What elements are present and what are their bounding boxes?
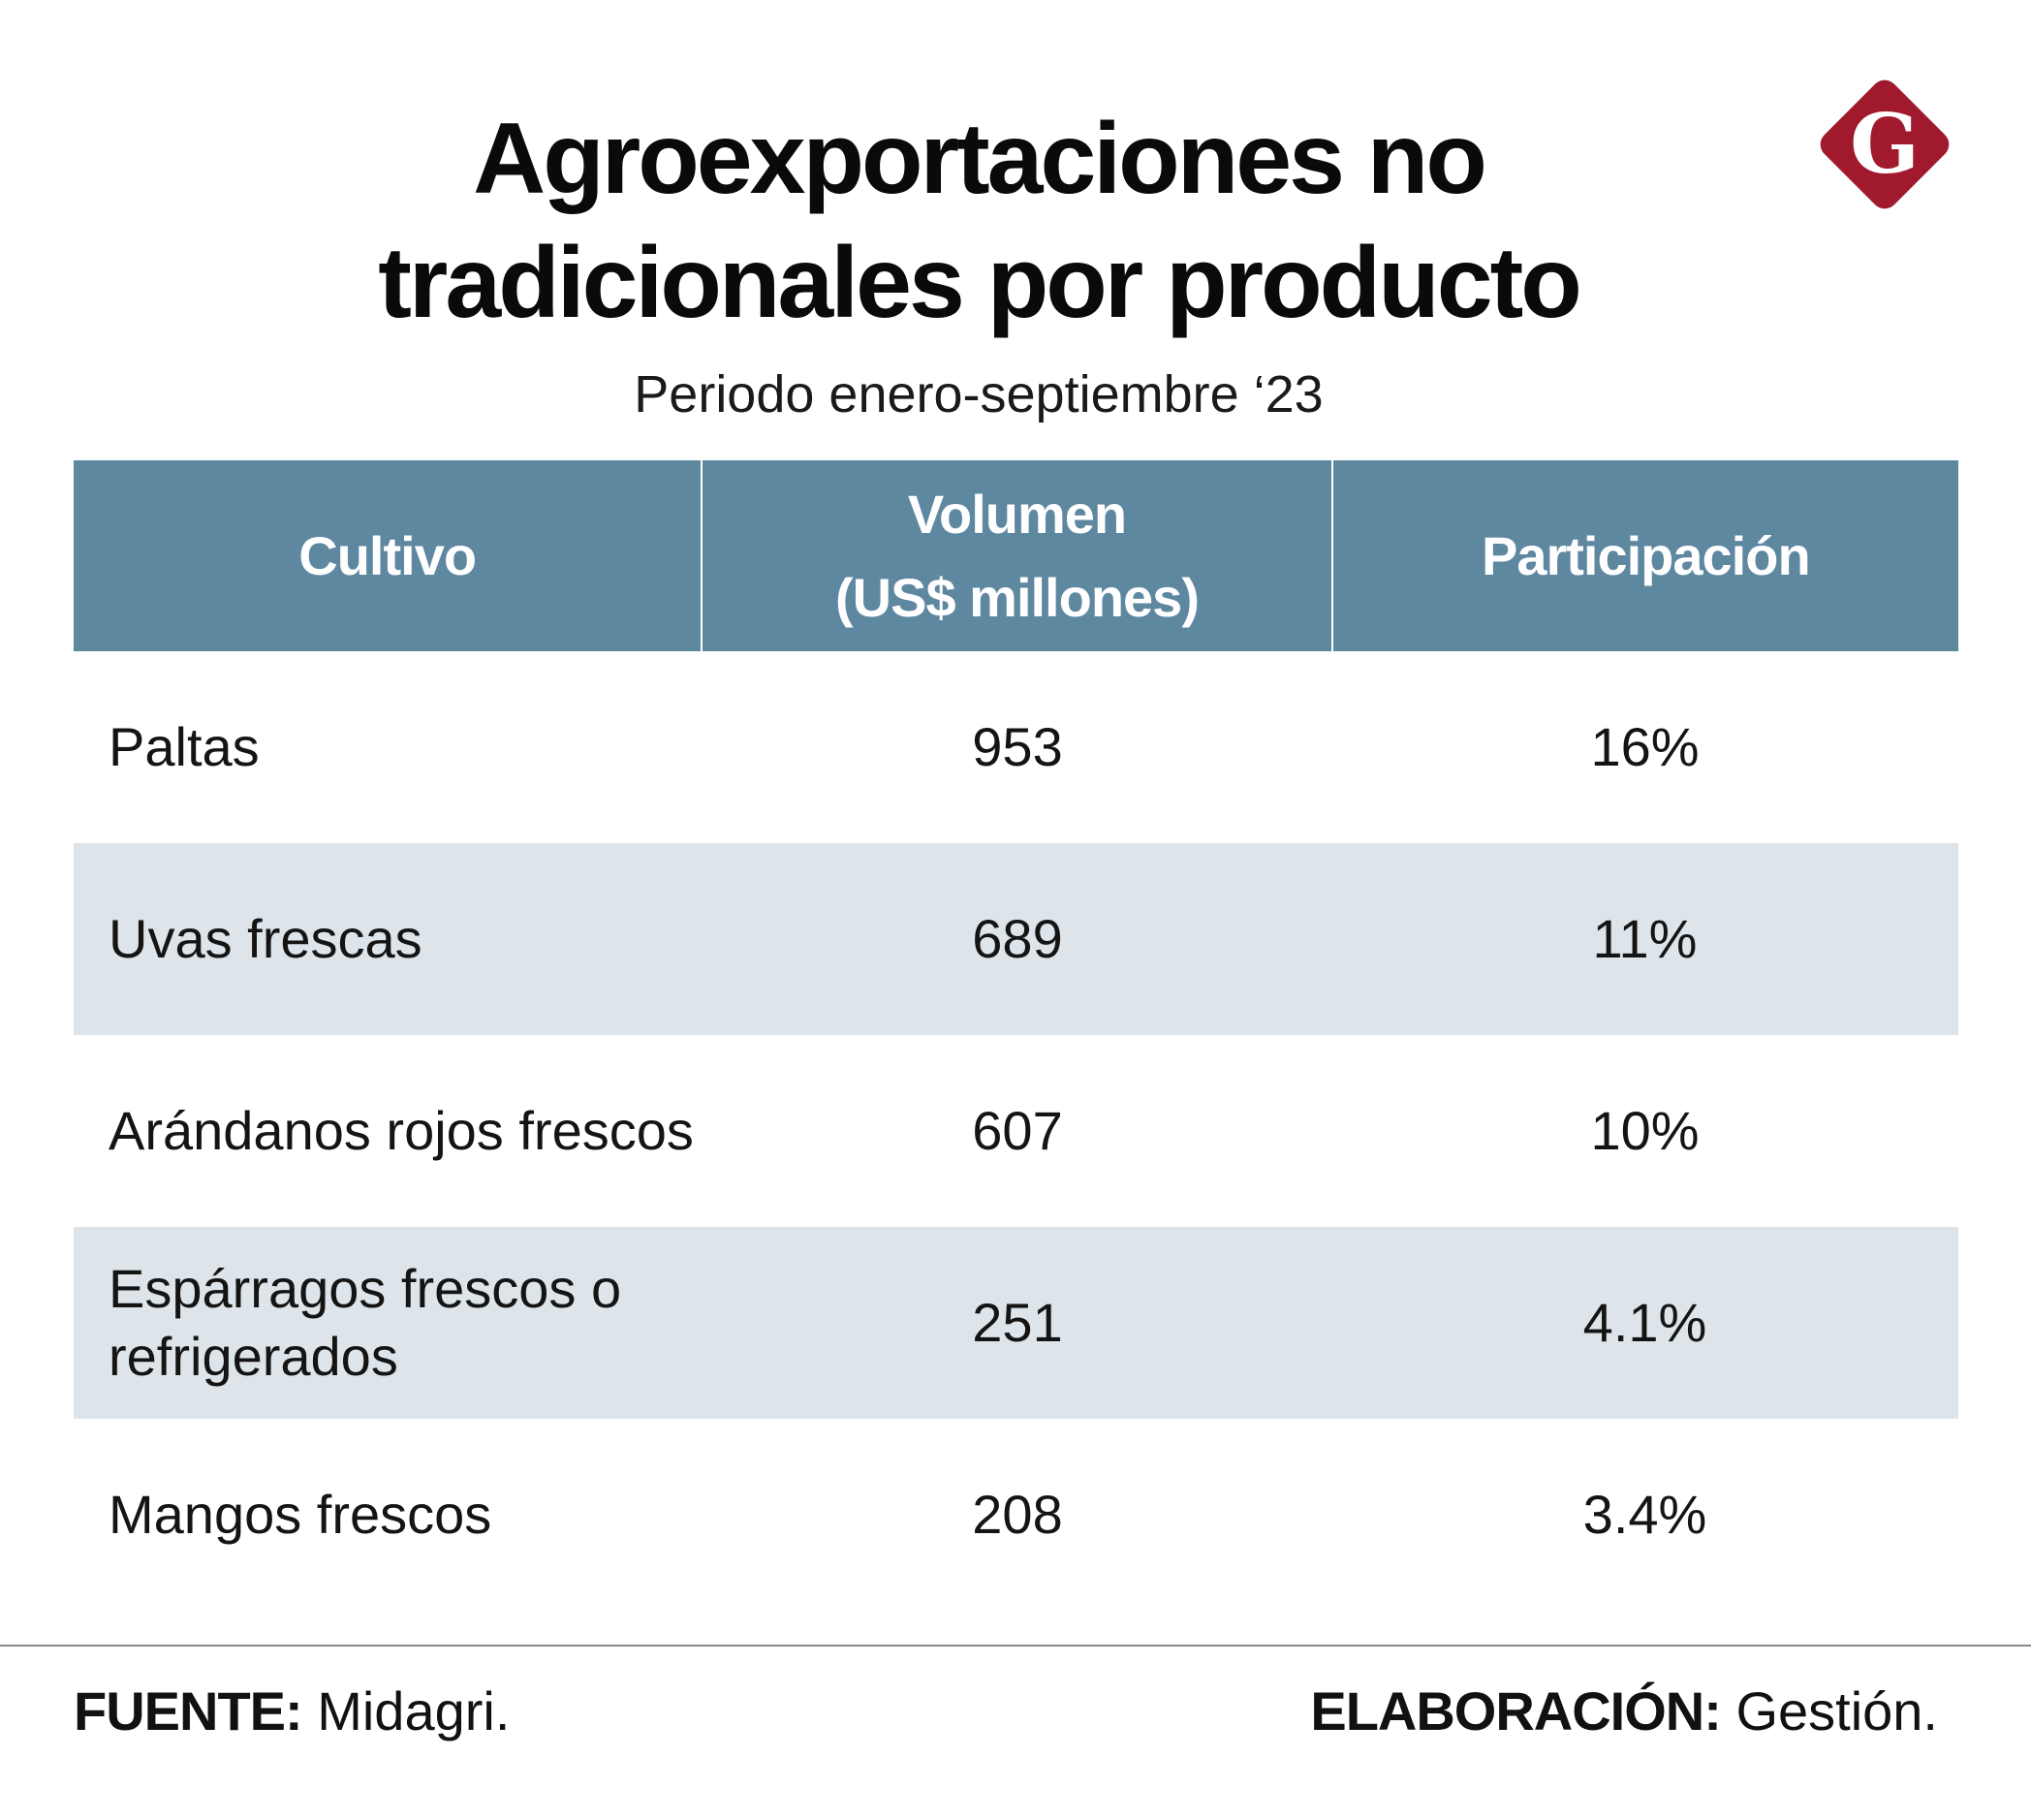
table-header: Cultivo Volumen (US$ millones) Participa… xyxy=(74,460,1958,651)
cell-participacion: 3.4% xyxy=(1582,1484,1707,1545)
cell-cultivo: Espárragos frescos o refrigerados xyxy=(109,1258,622,1387)
cell-participacion: 4.1% xyxy=(1582,1292,1707,1353)
table-row: Mangos frescos 208 3.4% xyxy=(74,1419,1958,1611)
cell-cultivo: Uvas frescas xyxy=(109,908,422,969)
credit-note: ELABORACIÓN: Gestión. xyxy=(1310,1677,1938,1746)
chart-title: Agroexportaciones no tradicionales por p… xyxy=(378,103,1581,339)
source-label: FUENTE: xyxy=(74,1680,303,1742)
footer-divider xyxy=(0,1645,2031,1647)
logo-letter: G xyxy=(1850,96,1920,192)
credit-value: Gestión. xyxy=(1735,1680,1938,1742)
column-header-volumen: Volumen (US$ millones) xyxy=(701,460,1330,651)
cell-volumen: 607 xyxy=(972,1100,1063,1161)
table-row: Arándanos rojos frescos 607 10% xyxy=(74,1035,1958,1227)
cell-cultivo: Mangos frescos xyxy=(109,1484,492,1545)
cell-volumen: 208 xyxy=(972,1484,1063,1545)
cell-participacion: 16% xyxy=(1590,716,1700,777)
table-body: Paltas 953 16% Uvas frescas 689 11% Arán… xyxy=(74,651,1958,1611)
column-header-cultivo: Cultivo xyxy=(298,524,477,586)
table-row: Paltas 953 16% xyxy=(74,651,1958,843)
chart-subtitle: Periodo enero-septiembre ‘23 xyxy=(634,365,1324,424)
source-value: Midagri. xyxy=(317,1680,511,1742)
data-table: Cultivo Volumen (US$ millones) Participa… xyxy=(74,460,1958,1611)
gestion-logo-icon: G xyxy=(1820,79,1950,209)
cell-participacion: 11% xyxy=(1592,908,1698,969)
table-row: Espárragos frescos o refrigerados 251 4.… xyxy=(74,1227,1958,1419)
column-header-volumen-line1: Volumen xyxy=(907,483,1127,545)
cell-cultivo: Arándanos rojos frescos xyxy=(109,1100,694,1161)
source-note: FUENTE: Midagri. xyxy=(74,1677,510,1746)
column-header-participacion: Participación xyxy=(1330,460,1958,651)
credit-label: ELABORACIÓN: xyxy=(1310,1680,1722,1742)
column-header-volumen-line2: (US$ millones) xyxy=(835,566,1200,628)
cell-cultivo: Paltas xyxy=(109,716,260,777)
cell-volumen: 689 xyxy=(972,908,1063,969)
cell-volumen: 953 xyxy=(972,716,1063,777)
table-row: Uvas frescas 689 11% xyxy=(74,843,1958,1035)
cell-participacion: 10% xyxy=(1590,1100,1700,1161)
cell-volumen: 251 xyxy=(972,1292,1063,1353)
